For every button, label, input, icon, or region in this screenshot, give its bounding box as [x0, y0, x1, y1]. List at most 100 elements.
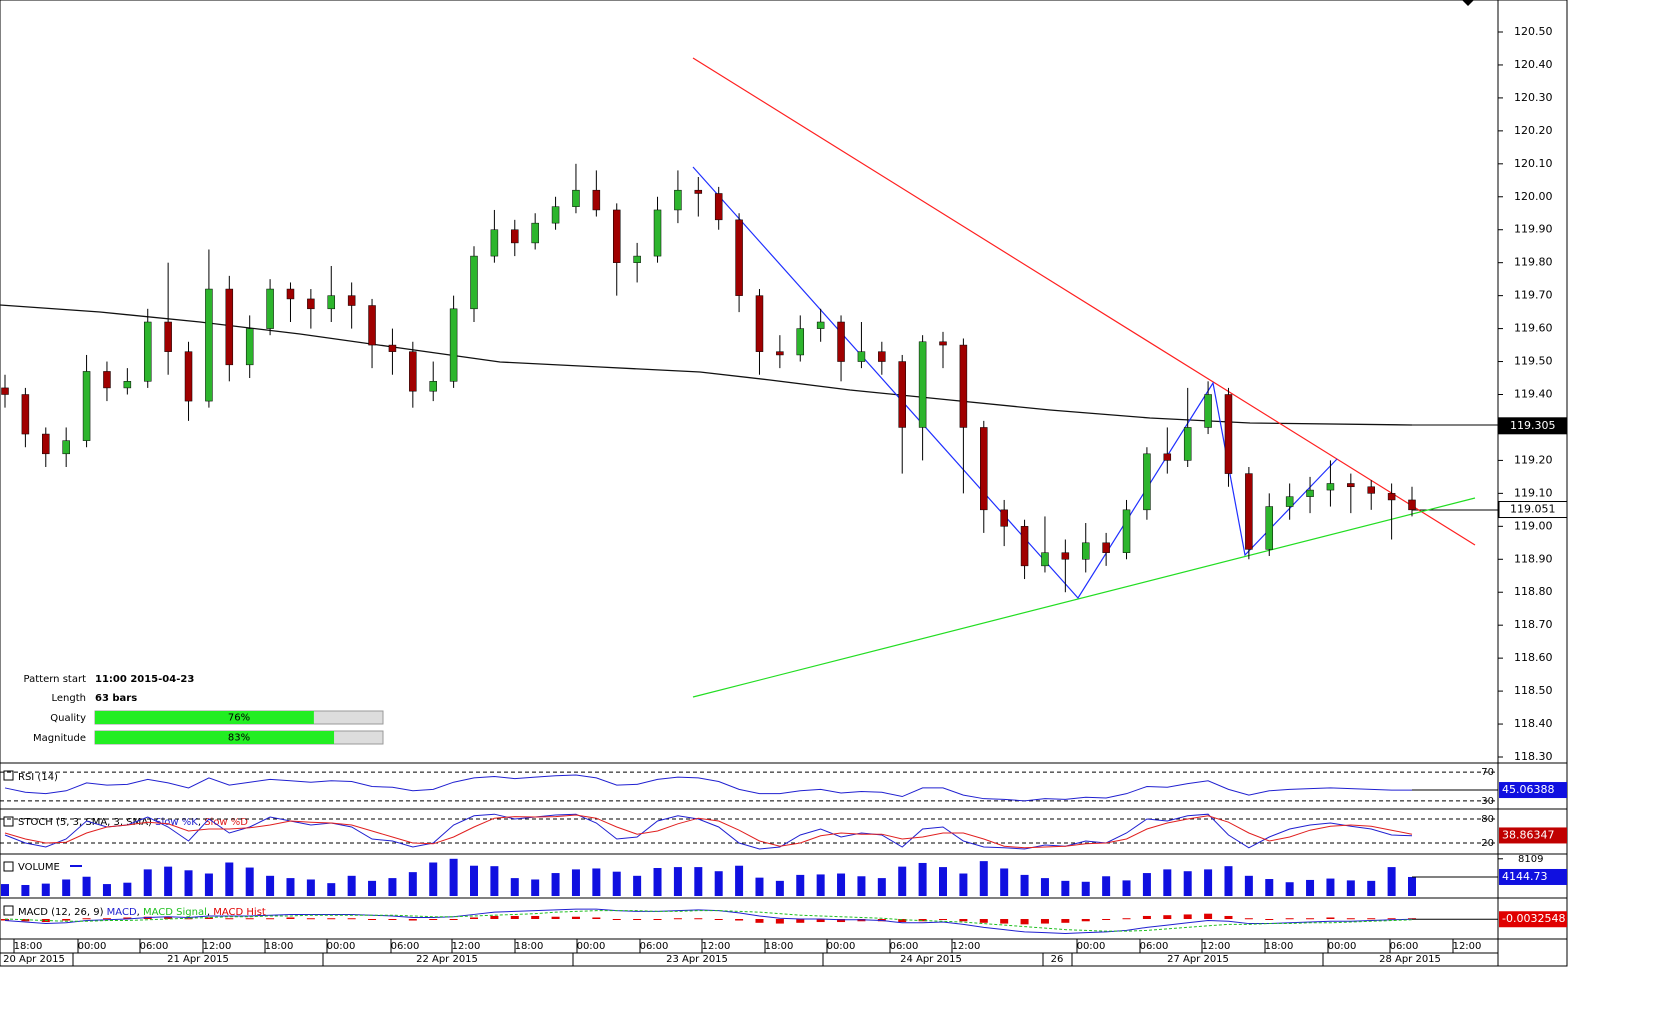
- y-tick-label: 118.30: [1514, 750, 1553, 763]
- macd-hist: [510, 915, 519, 919]
- x-tick-label: 18:00: [765, 941, 794, 952]
- candle-body: [123, 381, 132, 389]
- candle-body: [1, 387, 9, 395]
- candle-body: [286, 288, 295, 300]
- volume-bar: [1387, 867, 1396, 896]
- y-tick-label: 118.60: [1514, 651, 1553, 664]
- volume-bar: [939, 867, 947, 896]
- candle-body: [735, 219, 743, 296]
- macd-hist: [816, 919, 825, 923]
- volume-bar: [1408, 876, 1416, 896]
- volume-bar: [959, 873, 968, 896]
- pattern-bar: [95, 731, 335, 744]
- x-tick-label: 06:00: [1140, 941, 1169, 952]
- volume-bar: [102, 884, 111, 896]
- volume-bar: [1102, 876, 1111, 896]
- macd-hist: [918, 919, 927, 922]
- volume-bar: [245, 867, 254, 896]
- candle-body: [1224, 394, 1233, 474]
- macd-hist: [735, 919, 744, 921]
- y-tick-label: 119.40: [1514, 388, 1553, 401]
- volume-bar: [1183, 871, 1192, 896]
- macd-hist: [82, 918, 91, 920]
- candle-body: [918, 341, 927, 428]
- macd-hist: [959, 919, 968, 922]
- y-tick-label: 119.20: [1514, 453, 1553, 466]
- y-tick-label: 30: [1481, 796, 1494, 807]
- volume-bar: [306, 879, 315, 896]
- volume-bar: [694, 867, 703, 896]
- candle-body: [1143, 453, 1151, 511]
- candle-body: [612, 209, 621, 263]
- y-tick-label: 120.40: [1514, 58, 1553, 71]
- value-label: 119.051: [1510, 503, 1556, 516]
- candle-body: [694, 189, 703, 194]
- volume-bar: [225, 862, 234, 896]
- candle-body: [449, 308, 458, 382]
- candle-body: [307, 298, 315, 310]
- y-tick-label: 118.90: [1514, 552, 1553, 565]
- macd-hist: [1346, 918, 1355, 920]
- candle-body: [1408, 499, 1416, 511]
- volume-bar: [1163, 869, 1172, 896]
- y-tick-label: 119.80: [1514, 256, 1553, 269]
- pattern-bar-label: 76%: [228, 713, 250, 724]
- resistance-line: [692, 57, 1476, 546]
- macd-title: MACD (12, 26, 9) MACD, MACD Signal, MACD…: [18, 907, 266, 918]
- macd-hist: [245, 918, 254, 920]
- candle-body: [1041, 552, 1049, 567]
- volume-bar: [857, 876, 866, 896]
- volume-bar: [266, 875, 275, 896]
- macd-hist: [1244, 918, 1253, 920]
- macd-hist: [470, 917, 478, 919]
- candle-body: [1122, 509, 1131, 553]
- value-box: [1498, 501, 1568, 519]
- candles: [1, 163, 1416, 593]
- legend-entry: MACD (12, 26, 9): [18, 907, 104, 918]
- x-tick-label: 06:00: [890, 941, 919, 952]
- x-tick-label: 06:00: [140, 941, 169, 952]
- x-tick-label: 12:00: [1202, 941, 1231, 952]
- macd-hist: [551, 916, 560, 919]
- macd-hist: [368, 919, 377, 920]
- volume-bar: [612, 871, 621, 896]
- value: 11:00 2015-04-23: [95, 674, 194, 685]
- candle-body: [82, 371, 91, 441]
- macd-hist: [1387, 918, 1396, 920]
- volume-bar: [490, 866, 499, 896]
- x-tick-label: 06:00: [391, 941, 420, 952]
- volume-bar: [571, 869, 580, 896]
- macd-hist: [1020, 919, 1029, 925]
- macd-hist: [796, 919, 805, 923]
- menu-arrow[interactable]: [1462, 0, 1474, 6]
- volume-bar: [653, 868, 662, 896]
- candle-body: [1326, 483, 1335, 491]
- volume-bar: [755, 877, 764, 896]
- macd-hist: [164, 916, 173, 919]
- value-box: [1499, 782, 1567, 799]
- y-tick-label: 70: [1481, 767, 1494, 778]
- volume-bar: [633, 875, 642, 896]
- volume-bar: [877, 878, 886, 896]
- volume-bar: [470, 865, 478, 896]
- candle-body: [592, 189, 601, 211]
- volume-bar: [388, 878, 397, 896]
- candle-body: [225, 288, 234, 366]
- candle-body: [327, 295, 336, 310]
- candle-body: [205, 288, 213, 402]
- macd-hist: [673, 918, 682, 920]
- candle-body: [1163, 453, 1172, 461]
- icon: [3, 770, 14, 781]
- y-tick-label: 120.50: [1514, 25, 1553, 38]
- x-tick-label: 18:00: [14, 941, 43, 952]
- macd-hist: [286, 917, 295, 919]
- date-label: 21 Apr 2015: [167, 954, 229, 965]
- value-box: [1499, 827, 1567, 844]
- macd-hist: [1408, 918, 1416, 920]
- macd-hist: [775, 919, 784, 924]
- candle-body: [1102, 542, 1110, 553]
- sep: ,: [198, 817, 204, 828]
- date-label: 23 Apr 2015: [666, 954, 728, 965]
- macd-hist: [653, 919, 662, 920]
